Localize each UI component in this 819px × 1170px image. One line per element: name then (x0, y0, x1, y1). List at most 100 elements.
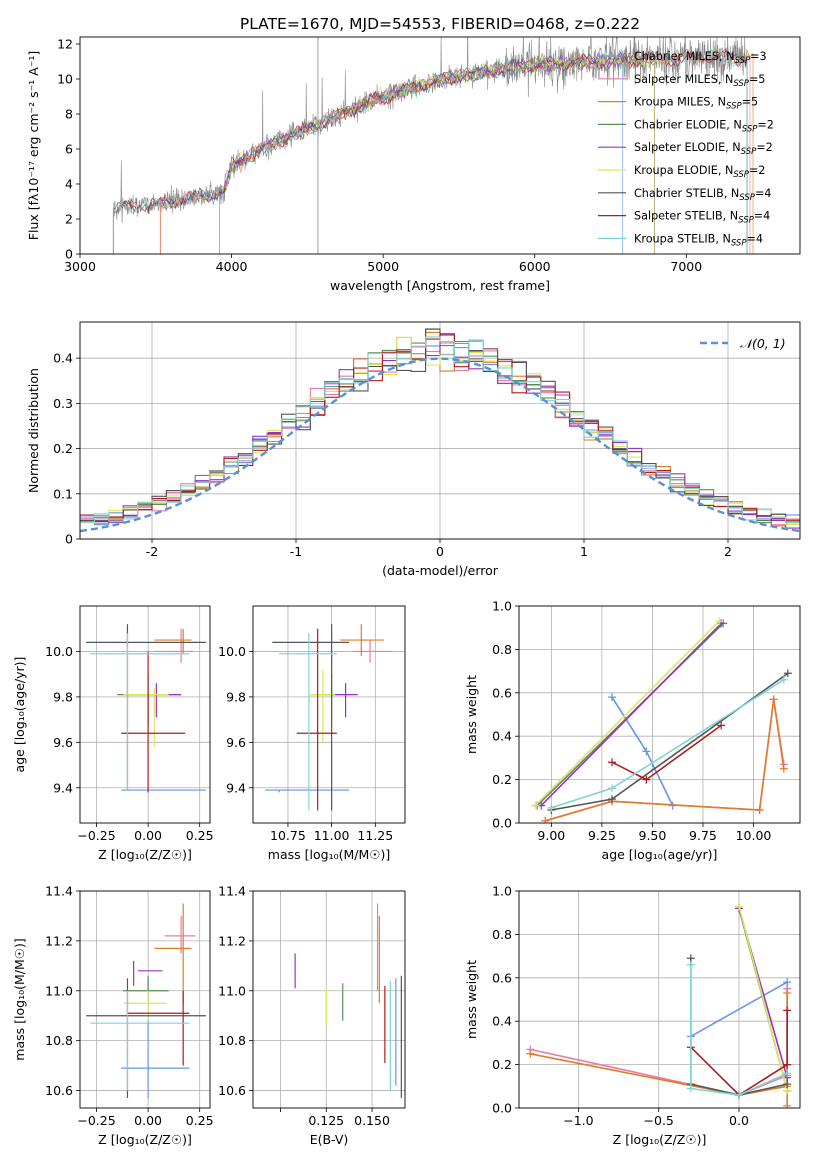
y-tick-label: 0.6 (492, 685, 512, 700)
y-tick-label: 0.3 (53, 396, 73, 411)
x-tick-label: 1 (580, 544, 588, 559)
y-tick-label: 0.8 (492, 642, 512, 657)
model-fit-line (159, 49, 624, 254)
weight-marker (783, 1060, 792, 1069)
plot-area (294, 903, 402, 1099)
weight-marker (734, 1090, 743, 1099)
errorbar-point (127, 990, 190, 1066)
weight-marker (607, 784, 616, 793)
y-tick-label: 9.4 (53, 780, 73, 795)
legend-item: Kroupa ELODIE, NSSP=2 (598, 164, 765, 180)
y-tick-label: 0.8 (492, 927, 512, 942)
x-tick-label: 6000 (519, 259, 551, 274)
svg-text:Kroupa MILES, NSSP=5: Kroupa MILES, NSSP=5 (634, 96, 758, 112)
y-tick-label: 0.2 (53, 441, 73, 456)
errorbar-point (121, 789, 206, 793)
x-tick-label: −0.25 (77, 828, 115, 843)
y-tick-label: 10.0 (218, 644, 246, 659)
weight-marker (607, 758, 616, 767)
y-tick-label: 9.8 (226, 689, 246, 704)
weight-marker (755, 805, 764, 814)
y-axis-label: mass weight (464, 675, 479, 754)
errorbar-point (154, 903, 192, 1004)
weight-marker (607, 693, 616, 702)
residual-histogram (80, 334, 800, 529)
y-tick-label: 0.6 (492, 970, 512, 985)
y-tick-label: 10 (57, 72, 73, 87)
legend-item: Salpeter STELIB, NSSP=4 (598, 210, 770, 226)
y-axis-label: age [log₁₀(age/yr)] (12, 657, 27, 773)
axes-frame: 9.00 9.25 9.50 9.75 10.00 0.0 0.2 0.4 0.6 0.8 1.0 a… (464, 599, 801, 862)
weight-series (547, 675, 788, 812)
errorbar-point (279, 633, 337, 811)
weight-marker (783, 1006, 792, 1015)
model-fit-line (112, 46, 748, 254)
model-fit-line (219, 51, 655, 254)
plot-area (80, 328, 800, 533)
x-tick-label: 11.25 (357, 828, 393, 843)
y-tick-label: 11.4 (218, 884, 246, 899)
spectrum-legend: Chabrier MILES, NSSP=3 Salpeter MILES, NS… (598, 50, 774, 248)
plot-area (531, 617, 792, 823)
errorbar-point (352, 640, 393, 663)
errorbar-point (340, 624, 385, 656)
weight-marker (779, 675, 788, 684)
x-tick-label: -2 (146, 544, 158, 559)
x-tick-label: 4000 (216, 259, 248, 274)
x-tick-label: 10.00 (736, 828, 772, 843)
plot-area (112, 37, 754, 254)
x-tick-label: −1.0 (563, 1113, 593, 1128)
errorbar-point (123, 687, 169, 747)
age-vs-mass-panel: 10.75 11.00 11.25 9.4 9.6 9.8 10.0 mass [log₁₀(… (218, 605, 406, 862)
spectrum-panel: 3000 4000 5000 6000 7000 0 2 4 6 8 10 12 wavelength … (26, 37, 801, 293)
weight-marker (686, 1084, 695, 1093)
y-tick-label: 0.4 (492, 729, 512, 744)
plot-area (86, 903, 206, 1099)
x-axis-label: Z [log₁₀(Z/Z☉)] (98, 847, 192, 862)
axes-frame: −0.25 0.00 0.25 9.4 9.6 9.8 10.0 Z [log₁₀(Z/Z☉)… (12, 605, 214, 862)
y-tick-label: 11.2 (45, 933, 73, 948)
x-tick-label: 5000 (367, 259, 399, 274)
y-tick-label: 0 (65, 247, 73, 262)
weight-marker (769, 695, 778, 704)
svg-text:Chabrier MILES, NSSP=3: Chabrier MILES, NSSP=3 (634, 50, 767, 66)
svg-text:Salpeter MILES, NSSP=5: Salpeter MILES, NSSP=5 (634, 73, 765, 89)
x-tick-label: 3000 (64, 259, 96, 274)
weight-marker (686, 960, 695, 969)
y-tick-label: 0 (65, 532, 73, 547)
mass-vs-reddening-panel: 0.125 0.150 10.6 10.8 11.0 11.2 11.4 E(B-V) (218, 884, 406, 1147)
residual-histogram (80, 336, 800, 523)
errorbar-point (272, 624, 350, 811)
y-axis-label: mass weight (464, 960, 479, 1039)
axes-frame: 3000 4000 5000 6000 7000 0 2 4 6 8 10 12 wavelength … (26, 37, 801, 293)
weight-marker (715, 617, 724, 626)
y-tick-label: 0.4 (53, 351, 73, 366)
errorbar-point (133, 960, 163, 986)
errorbar-point (123, 683, 182, 718)
svg-text:Salpeter ELODIE, NSSP=2: Salpeter ELODIE, NSSP=2 (634, 141, 773, 157)
x-axis-label: Z [log₁₀(Z/Z☉)] (98, 1132, 192, 1147)
plot-area (526, 902, 792, 1108)
plot-area (86, 624, 206, 793)
y-tick-label: 9.4 (226, 780, 246, 795)
age-vs-metallicity-panel: −0.25 0.00 0.25 9.4 9.6 9.8 10.0 Z [log₁₀(Z/Z☉)… (12, 605, 214, 862)
svg-text:Chabrier STELIB, NSSP=4: Chabrier STELIB, NSSP=4 (634, 187, 771, 203)
errorbar-point (121, 651, 186, 793)
errorbar-point (331, 683, 358, 718)
errorbar-point (86, 978, 206, 1099)
weight-series (686, 960, 792, 1099)
y-tick-label: 0.1 (53, 486, 73, 501)
errorbar-point (90, 990, 190, 1091)
y-tick-label: 10.6 (45, 1083, 73, 1098)
weight-series (734, 904, 792, 1082)
x-tick-label: 9.25 (588, 828, 616, 843)
weight-series (531, 617, 724, 810)
y-axis-label: Flux [fλ10⁻¹⁷ erg cm⁻² s⁻¹ A⁻¹] (26, 51, 41, 240)
legend-item: Kroupa MILES, NSSP=5 (598, 96, 758, 112)
x-tick-label: 10.75 (270, 828, 306, 843)
x-tick-label: 0.00 (134, 1113, 162, 1128)
x-tick-label: -1 (290, 544, 302, 559)
x-tick-label: −0.5 (644, 1113, 674, 1128)
svg-text:Salpeter STELIB, NSSP=4: Salpeter STELIB, NSSP=4 (634, 210, 770, 226)
y-tick-label: 8 (65, 107, 73, 122)
